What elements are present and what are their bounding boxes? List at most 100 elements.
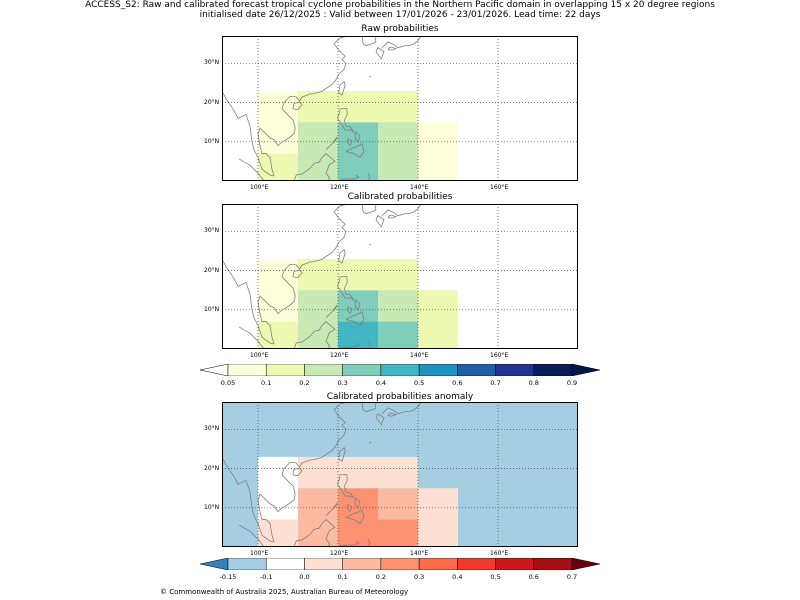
anomaly-colorbar-tick-label: 0.0	[299, 573, 310, 581]
probability-cell	[298, 321, 338, 348]
longitude-tick-label: 140°E	[410, 184, 429, 191]
coastline	[381, 37, 422, 49]
anomaly-colorbar-over-extension	[571, 558, 600, 570]
probability-cell	[298, 290, 338, 322]
coastline	[293, 161, 320, 180]
anomaly-colorbar-segment	[380, 558, 420, 570]
probability-cell	[298, 456, 338, 489]
probability-cell	[378, 290, 418, 322]
coastline	[338, 447, 346, 462]
raw-probabilities-map	[222, 36, 578, 181]
probability-cell	[378, 258, 418, 291]
probability-cell	[418, 488, 458, 546]
probability-colorbar-labels: 0.05 0.1 0.2 0.3 0.4 0.5 0.6 0.7 0.8 0.9	[0, 379, 800, 389]
coastline	[339, 174, 360, 180]
anomaly-colorbar-segment	[418, 558, 458, 570]
coastline	[346, 504, 353, 513]
probability-colorbar-tick-label: 0.6	[452, 379, 463, 387]
probability-colorbar-segment	[457, 364, 496, 376]
anomaly-colorbar-segment	[342, 558, 382, 570]
probability-cell	[298, 122, 338, 180]
anomaly-colorbar-tick-label: 0.7	[566, 573, 578, 581]
coastline	[338, 249, 346, 264]
probability-cell	[298, 90, 338, 123]
anomaly-colorbar-tick-label: 0.2	[375, 573, 387, 581]
coastline	[345, 509, 365, 525]
calibrated-probabilities-map	[222, 204, 578, 349]
longitude-tick-label: 160°E	[490, 352, 509, 359]
latitude-tick-label: 30°N	[204, 59, 220, 67]
anomaly-colorbar-tick-label: 0.5	[490, 573, 501, 581]
coastline	[293, 329, 320, 348]
probability-colorbar-tick-label: 0.3	[337, 379, 348, 387]
probability-colorbar-segment	[304, 364, 343, 376]
anomaly-colorbar-segment	[304, 558, 343, 570]
coastline	[238, 158, 264, 180]
longitude-tick-label: 100°E	[250, 550, 269, 557]
probability-cell	[338, 488, 378, 520]
coastline	[387, 214, 398, 219]
longitude-tick-label: 140°E	[410, 352, 429, 359]
longitude-tick-label: 140°E	[410, 550, 429, 557]
probability-cell	[378, 456, 418, 489]
probability-cell	[338, 90, 378, 123]
probability-cell	[258, 90, 298, 154]
latitude-tick-label: 30°N	[204, 227, 220, 235]
anomaly-colorbar	[200, 558, 600, 570]
coastline	[338, 81, 346, 96]
coastline	[238, 326, 264, 348]
anomaly-colorbar-labels: -0.15 -0.1 0.0 0.1 0.2 0.3 0.4 0.5 0.6 0.7	[0, 573, 800, 583]
anomaly-colorbar-under-extension	[200, 558, 229, 570]
coastline	[339, 342, 360, 348]
probability-cell	[378, 321, 418, 348]
figure-title-line1: ACCESS_S2: Raw and calibrated forecast t…	[85, 0, 715, 10]
figure-title-line2: initialised date 26/12/2025 : Valid betw…	[199, 10, 601, 20]
latitude-tick-label: 10°N	[204, 503, 220, 511]
longitude-tick-label: 100°E	[250, 184, 269, 191]
probability-colorbar-tick-label: 0.05	[220, 379, 236, 387]
probability-cell	[258, 519, 298, 546]
longitude-tick-label: 160°E	[490, 184, 509, 191]
coastline	[337, 108, 355, 133]
coastline	[375, 413, 385, 426]
coastline	[375, 47, 385, 60]
probability-colorbar-segment	[265, 364, 305, 376]
coastline	[337, 276, 355, 301]
coastline	[318, 321, 336, 348]
anomaly-colorbar-tick-label: 0.3	[413, 573, 425, 581]
probability-colorbar-over-extension	[571, 364, 600, 376]
longitude-tick-label: 120°E	[330, 352, 349, 359]
longitude-tick-label: 100°E	[250, 352, 269, 359]
probability-colorbar-tick-label: 0.9	[566, 379, 578, 387]
coastline	[337, 474, 355, 499]
coastline	[292, 101, 303, 111]
anomaly-colorbar-segment	[265, 558, 305, 570]
coastline	[345, 143, 365, 159]
anomaly-colorbar-segment	[533, 558, 573, 570]
probability-colorbar-tick-label: 0.4	[375, 379, 387, 387]
coastline	[381, 403, 422, 415]
coastline	[325, 304, 338, 318]
probability-colorbar-segment	[227, 364, 267, 376]
coastline	[292, 269, 303, 279]
coastline	[367, 538, 371, 546]
latitude-tick-label: 10°N	[204, 305, 220, 313]
probability-cell	[258, 153, 298, 180]
probability-cell	[258, 321, 298, 348]
anomaly-colorbar-tick-label: -0.15	[219, 573, 237, 581]
coastline	[346, 306, 353, 315]
coastline	[318, 153, 336, 180]
anomaly-colorbar-tick-label: 0.6	[528, 573, 539, 581]
probability-colorbar-tick-label: 0.1	[261, 379, 272, 387]
anomaly-colorbar-tick-label: 0.1	[337, 573, 348, 581]
coastline	[318, 519, 336, 546]
probability-colorbar-segment	[533, 364, 573, 376]
anomaly-colorbar-tick-label: -0.1	[259, 573, 273, 581]
coastline	[375, 215, 385, 228]
calibrated-panel-title: Calibrated probabilities	[347, 192, 453, 202]
coastline	[325, 136, 338, 150]
anomaly-panel-title: Calibrated probabilities anomaly	[326, 392, 474, 402]
probability-colorbar-segment	[380, 364, 420, 376]
probability-colorbar-tick-label: 0.8	[528, 379, 539, 387]
coastline	[325, 502, 338, 516]
